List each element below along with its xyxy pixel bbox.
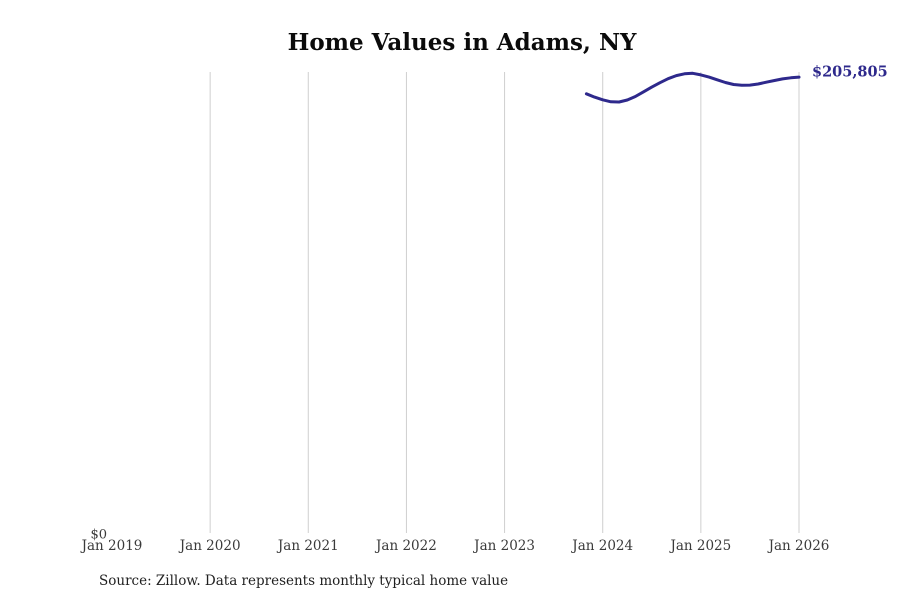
x-tick-label-jan-2024: Jan 2024 xyxy=(572,538,634,554)
latest-value-label: $205,805 xyxy=(812,63,888,81)
chart-title: Home Values in Adams, NY xyxy=(287,29,637,56)
x-tick-label-jan-2026: Jan 2026 xyxy=(768,538,830,554)
x-tick-label-jan-2025: Jan 2025 xyxy=(670,538,732,554)
home-value-line xyxy=(584,71,801,104)
x-tick-label-jan-2020: Jan 2020 xyxy=(179,538,241,554)
x-tick-label-jan-2023: Jan 2023 xyxy=(474,538,535,554)
y-axis-zero-label: $0 xyxy=(90,527,107,543)
x-tick-label-jan-2019: Jan 2019 xyxy=(81,538,143,554)
x-tick-label-jan-2021: Jan 2021 xyxy=(277,538,339,554)
x-tick-label-jan-2022: Jan 2022 xyxy=(376,538,437,554)
source-note: Source: Zillow. Data represents monthly … xyxy=(99,573,509,589)
